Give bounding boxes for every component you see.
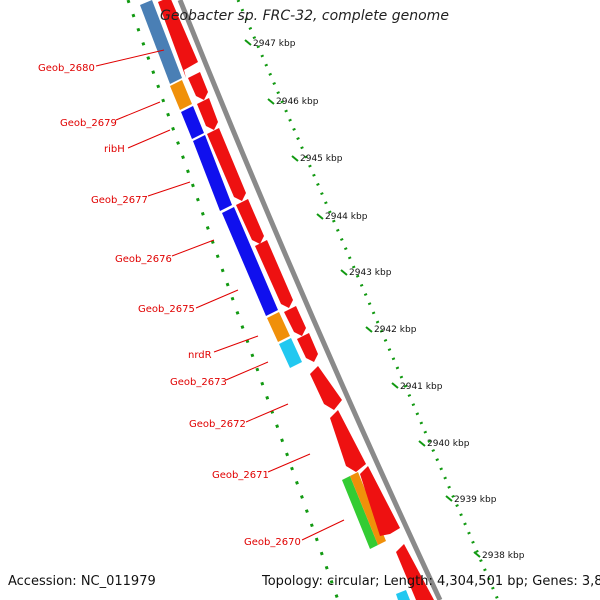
tick-label-2945: 2945 kbp xyxy=(300,154,343,164)
tick-label-2947: 2947 kbp xyxy=(253,39,296,49)
kbp-tick-labels: 2947 kbp 2946 kbp 2945 kbp 2944 kbp 2943… xyxy=(253,39,525,561)
gene-label-geob-2677: Geob_2677 xyxy=(91,195,148,206)
tick-label-2941: 2941 kbp xyxy=(400,382,443,392)
tick-label-2943: 2943 kbp xyxy=(349,268,392,278)
gene-label-nrdr: nrdR xyxy=(188,350,212,361)
cog-block-orange-3 xyxy=(350,472,386,545)
cog-track xyxy=(140,0,410,600)
cds-arrow xyxy=(297,333,318,362)
genome-title: Geobacter sp. FRC-32, complete genome xyxy=(160,8,449,24)
genome-backbone xyxy=(177,0,443,600)
kbp-ticks xyxy=(244,39,481,558)
cog-block-cyan-2 xyxy=(396,590,410,600)
cog-block-cyan xyxy=(279,338,302,368)
cds-arrow xyxy=(236,199,264,244)
cds-arrow xyxy=(197,98,218,130)
tick-label-2939: 2939 kbp xyxy=(454,495,497,505)
cds-track xyxy=(158,0,434,600)
cds-arrow xyxy=(310,366,342,410)
accession-text: Accession: NC_011979 xyxy=(8,574,156,589)
cds-arrow xyxy=(360,466,400,536)
cog-block-blue-2 xyxy=(193,135,232,211)
gene-label-geob-2670: Geob_2670 xyxy=(244,537,301,548)
inner-dotted-ruler xyxy=(126,0,340,600)
tick-label-2944: 2944 kbp xyxy=(325,212,368,222)
cds-arrow xyxy=(255,240,293,308)
cds-arrow xyxy=(158,0,198,78)
cds-arrow xyxy=(207,128,246,201)
cog-block-steelblue xyxy=(140,0,182,84)
cds-arrow xyxy=(284,306,306,336)
cog-block-green xyxy=(342,476,378,549)
cog-block-blue-3 xyxy=(222,207,278,316)
cog-block-orange-2 xyxy=(267,312,290,342)
gene-label-geob-2675: Geob_2675 xyxy=(138,304,195,315)
tick-label-2942: 2942 kbp xyxy=(374,325,417,335)
gene-label-geob-2679: Geob_2679 xyxy=(60,118,117,129)
gene-label-geob-2676: Geob_2676 xyxy=(115,254,172,265)
cds-arrow xyxy=(396,544,434,600)
cds-arrow xyxy=(330,410,366,472)
tick-label-2938: 2938 kbp xyxy=(482,551,525,561)
cog-block-orange xyxy=(170,80,192,110)
gene-labels: Geob_2680 Geob_2679 ribH Geob_2677 Geob_… xyxy=(38,63,301,548)
gene-label-ribh: ribH xyxy=(104,144,125,155)
genome-summary-text: Topology: circular; Length: 4,304,501 bp… xyxy=(262,574,600,589)
tick-label-2946: 2946 kbp xyxy=(276,97,319,107)
gene-label-geob-2680: Geob_2680 xyxy=(38,63,95,74)
tick-label-2940: 2940 kbp xyxy=(427,439,470,449)
gene-label-geob-2672: Geob_2672 xyxy=(189,419,246,430)
gene-label-geob-2671: Geob_2671 xyxy=(212,470,269,481)
cds-arrow xyxy=(188,72,208,100)
gene-label-geob-2673: Geob_2673 xyxy=(170,377,227,388)
cog-block-blue-1 xyxy=(181,106,204,139)
label-leaders xyxy=(95,49,345,541)
